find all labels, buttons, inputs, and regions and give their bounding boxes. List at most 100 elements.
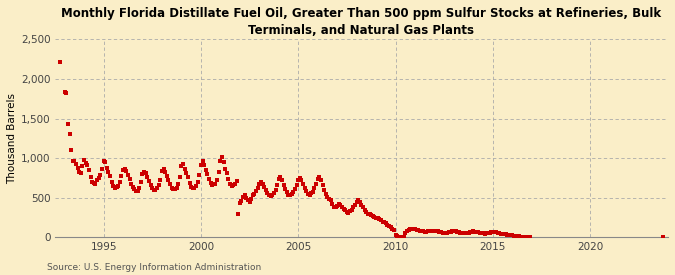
Point — [122, 173, 133, 177]
Point — [108, 184, 119, 188]
Point — [148, 188, 159, 192]
Point — [516, 235, 527, 239]
Point — [359, 207, 370, 212]
Point — [234, 201, 245, 205]
Point — [217, 155, 227, 160]
Point — [489, 230, 500, 234]
Point — [238, 195, 248, 199]
Point — [479, 231, 490, 236]
Point — [322, 195, 333, 199]
Point — [416, 229, 427, 233]
Point — [358, 205, 369, 210]
Point — [168, 187, 179, 191]
Point — [180, 166, 190, 171]
Point — [254, 182, 265, 186]
Point — [220, 166, 231, 171]
Point — [353, 198, 364, 202]
Point — [487, 230, 498, 234]
Point — [55, 59, 65, 64]
Point — [462, 231, 472, 235]
Point — [348, 205, 358, 210]
Point — [113, 184, 124, 188]
Point — [658, 235, 669, 239]
Point — [506, 233, 516, 237]
Title: Monthly Florida Distillate Fuel Oil, Greater Than 500 ppm Sulfur Stocks at Refin: Monthly Florida Distillate Fuel Oil, Gre… — [61, 7, 662, 37]
Point — [389, 228, 400, 232]
Point — [189, 185, 200, 190]
Point — [354, 200, 365, 204]
Point — [478, 231, 489, 236]
Point — [486, 230, 497, 235]
Point — [202, 172, 213, 176]
Point — [301, 189, 312, 194]
Point — [186, 185, 196, 189]
Point — [257, 182, 268, 186]
Point — [452, 230, 462, 234]
Point — [65, 148, 76, 153]
Point — [265, 194, 276, 199]
Point — [394, 234, 404, 239]
Point — [285, 193, 296, 198]
Point — [116, 174, 127, 178]
Point — [246, 196, 256, 201]
Point — [379, 220, 389, 225]
Point — [410, 227, 421, 232]
Point — [454, 230, 464, 234]
Point — [518, 235, 529, 239]
Point — [283, 192, 294, 197]
Point — [343, 211, 354, 215]
Point — [205, 181, 216, 185]
Point — [443, 230, 454, 235]
Point — [397, 235, 408, 239]
Point — [262, 191, 273, 195]
Point — [439, 231, 450, 235]
Point — [342, 210, 352, 214]
Point — [447, 229, 458, 234]
Point — [121, 169, 132, 173]
Point — [468, 229, 479, 234]
Point — [346, 207, 357, 212]
Point — [198, 163, 209, 167]
Point — [249, 192, 260, 196]
Point — [495, 232, 506, 236]
Point — [475, 231, 485, 235]
Point — [280, 187, 291, 191]
Point — [236, 199, 247, 203]
Point — [111, 185, 122, 189]
Point — [80, 161, 91, 165]
Point — [61, 91, 72, 95]
Point — [338, 207, 349, 211]
Point — [147, 186, 158, 191]
Point — [85, 175, 96, 179]
Point — [335, 203, 346, 207]
Point — [381, 221, 392, 225]
Point — [76, 171, 86, 175]
Point — [383, 223, 394, 228]
Point — [182, 175, 193, 179]
Point — [269, 191, 279, 195]
Point — [440, 231, 451, 235]
Point — [256, 180, 267, 184]
Point — [79, 158, 90, 162]
Point — [432, 229, 443, 234]
Point — [181, 171, 192, 175]
Point — [362, 211, 373, 216]
Point — [270, 188, 281, 192]
Point — [325, 198, 336, 202]
Point — [109, 186, 120, 191]
Point — [272, 183, 283, 187]
Point — [299, 186, 310, 191]
Point — [286, 192, 297, 196]
Point — [188, 186, 198, 191]
Point — [71, 162, 82, 166]
Point — [429, 229, 440, 233]
Point — [129, 187, 140, 191]
Point — [124, 177, 135, 181]
Point — [514, 234, 524, 239]
Point — [476, 231, 487, 235]
Point — [491, 230, 502, 235]
Point — [457, 231, 468, 235]
Point — [449, 229, 460, 233]
Point — [226, 184, 237, 188]
Point — [196, 162, 207, 167]
